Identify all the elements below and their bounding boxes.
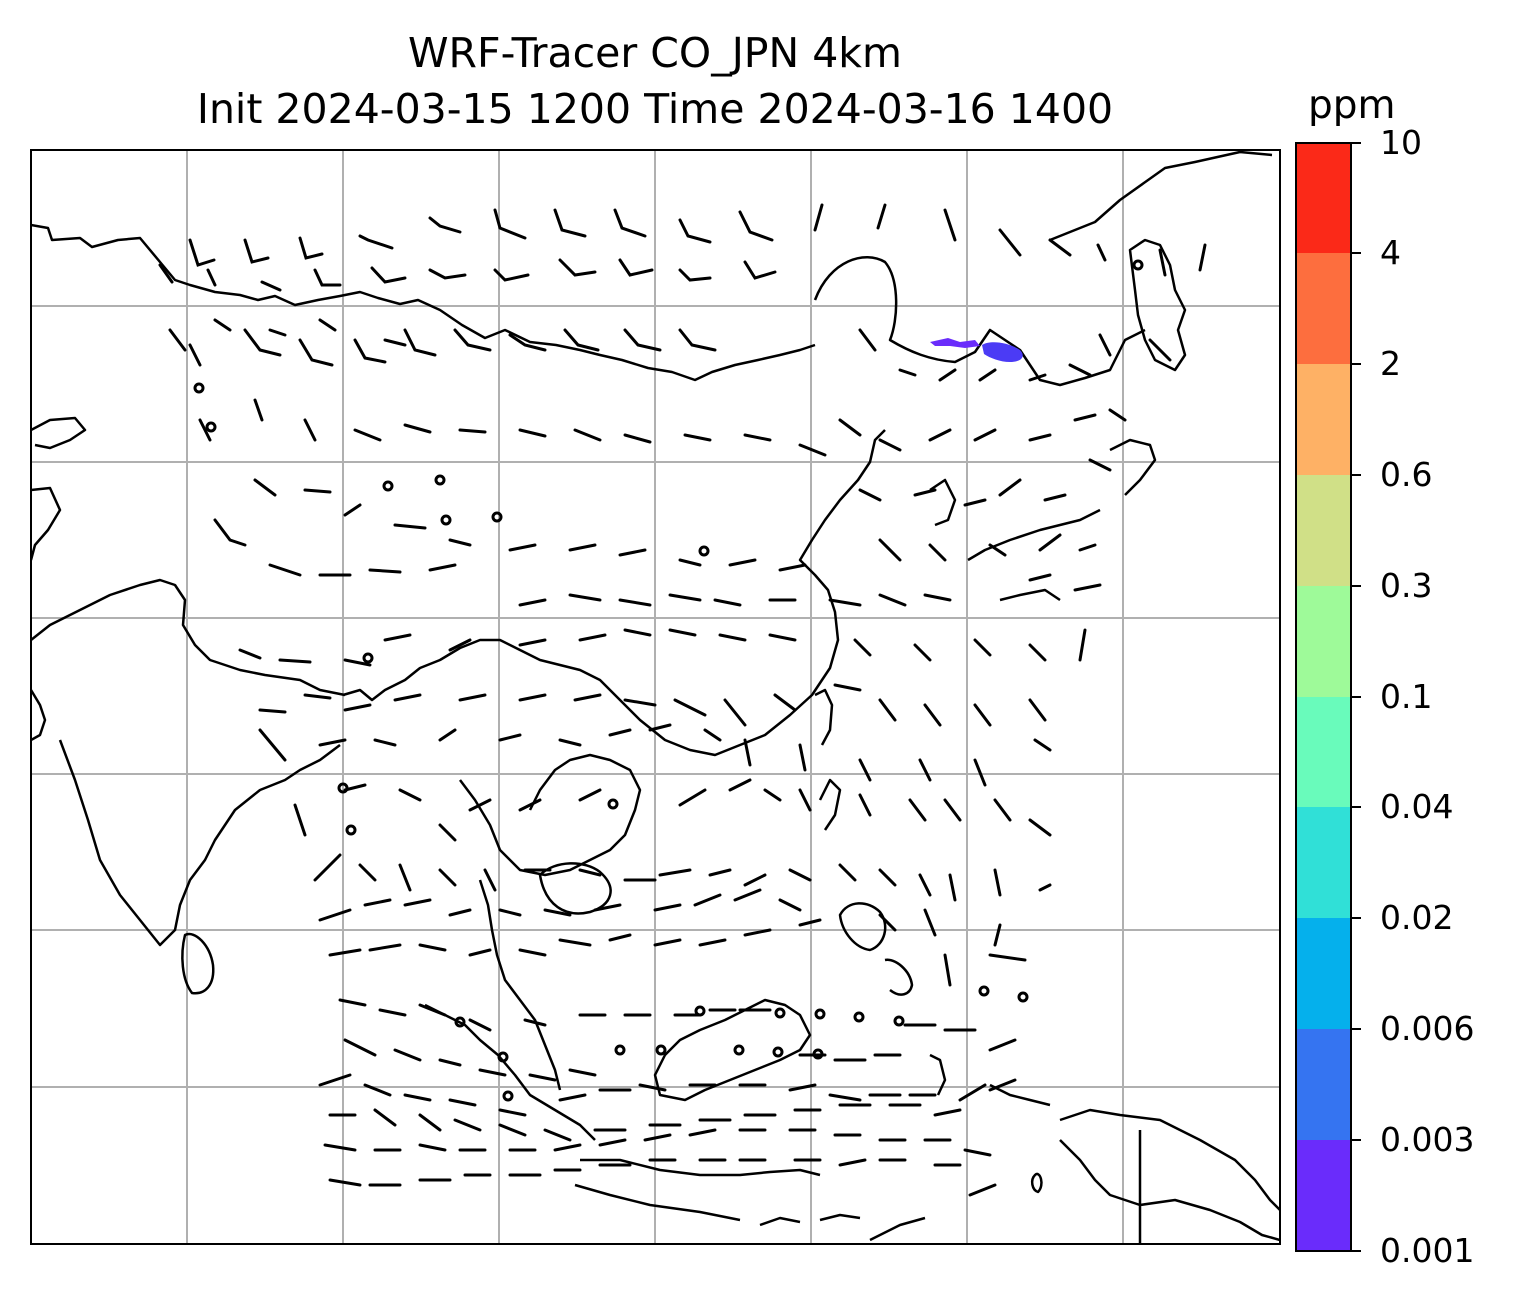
colorbar-bin-3	[1296, 918, 1351, 1029]
colorbar-tick-label: 0.02	[1380, 898, 1454, 937]
gridlines	[31, 150, 1280, 1244]
map-title-line2: Init 2024-03-15 1200 Time 2024-03-16 140…	[196, 85, 1114, 133]
colorbar-bin-10	[1296, 143, 1351, 253]
colorbar-tick-label: 2	[1380, 344, 1401, 383]
colorbar-bin-1	[1296, 1140, 1351, 1251]
colorbar-tick-label: 4	[1380, 233, 1401, 272]
colorbar-unit-label: ppm	[1308, 83, 1396, 128]
colorbar-tick-label: 0.003	[1380, 1120, 1475, 1159]
colorbar-tick-label: 0.1	[1380, 677, 1433, 716]
colorbar-bin-9	[1296, 253, 1351, 364]
tracer-plume	[930, 338, 1023, 362]
colorbar-tick-label: 0.001	[1380, 1231, 1475, 1270]
map-frame	[30, 149, 1281, 1245]
coastlines	[31, 150, 1280, 1244]
colorbar-bin-5	[1296, 697, 1351, 807]
colorbar-bin-6	[1296, 586, 1351, 697]
colorbar-bin-2	[1296, 1029, 1351, 1140]
colorbar-tick-label: 0.3	[1380, 566, 1433, 605]
colorbar-bin-8	[1296, 364, 1351, 475]
calm-markers	[193, 259, 1144, 1102]
map-title-line1: WRF-Tracer CO_JPN 4km	[408, 29, 902, 77]
colorbar-ticks	[1351, 142, 1361, 1252]
colorbar-tick-label: 0.6	[1380, 455, 1433, 494]
colorbar	[1295, 142, 1361, 1252]
colorbar-tick-label: 0.04	[1380, 787, 1454, 826]
colorbar-tick-label: 0.006	[1380, 1009, 1475, 1048]
wind-barbs	[158, 203, 1207, 1197]
colorbar-tick-label: 10	[1380, 123, 1422, 162]
colorbar-bin-7	[1296, 475, 1351, 586]
colorbar-bin-4	[1296, 807, 1351, 918]
